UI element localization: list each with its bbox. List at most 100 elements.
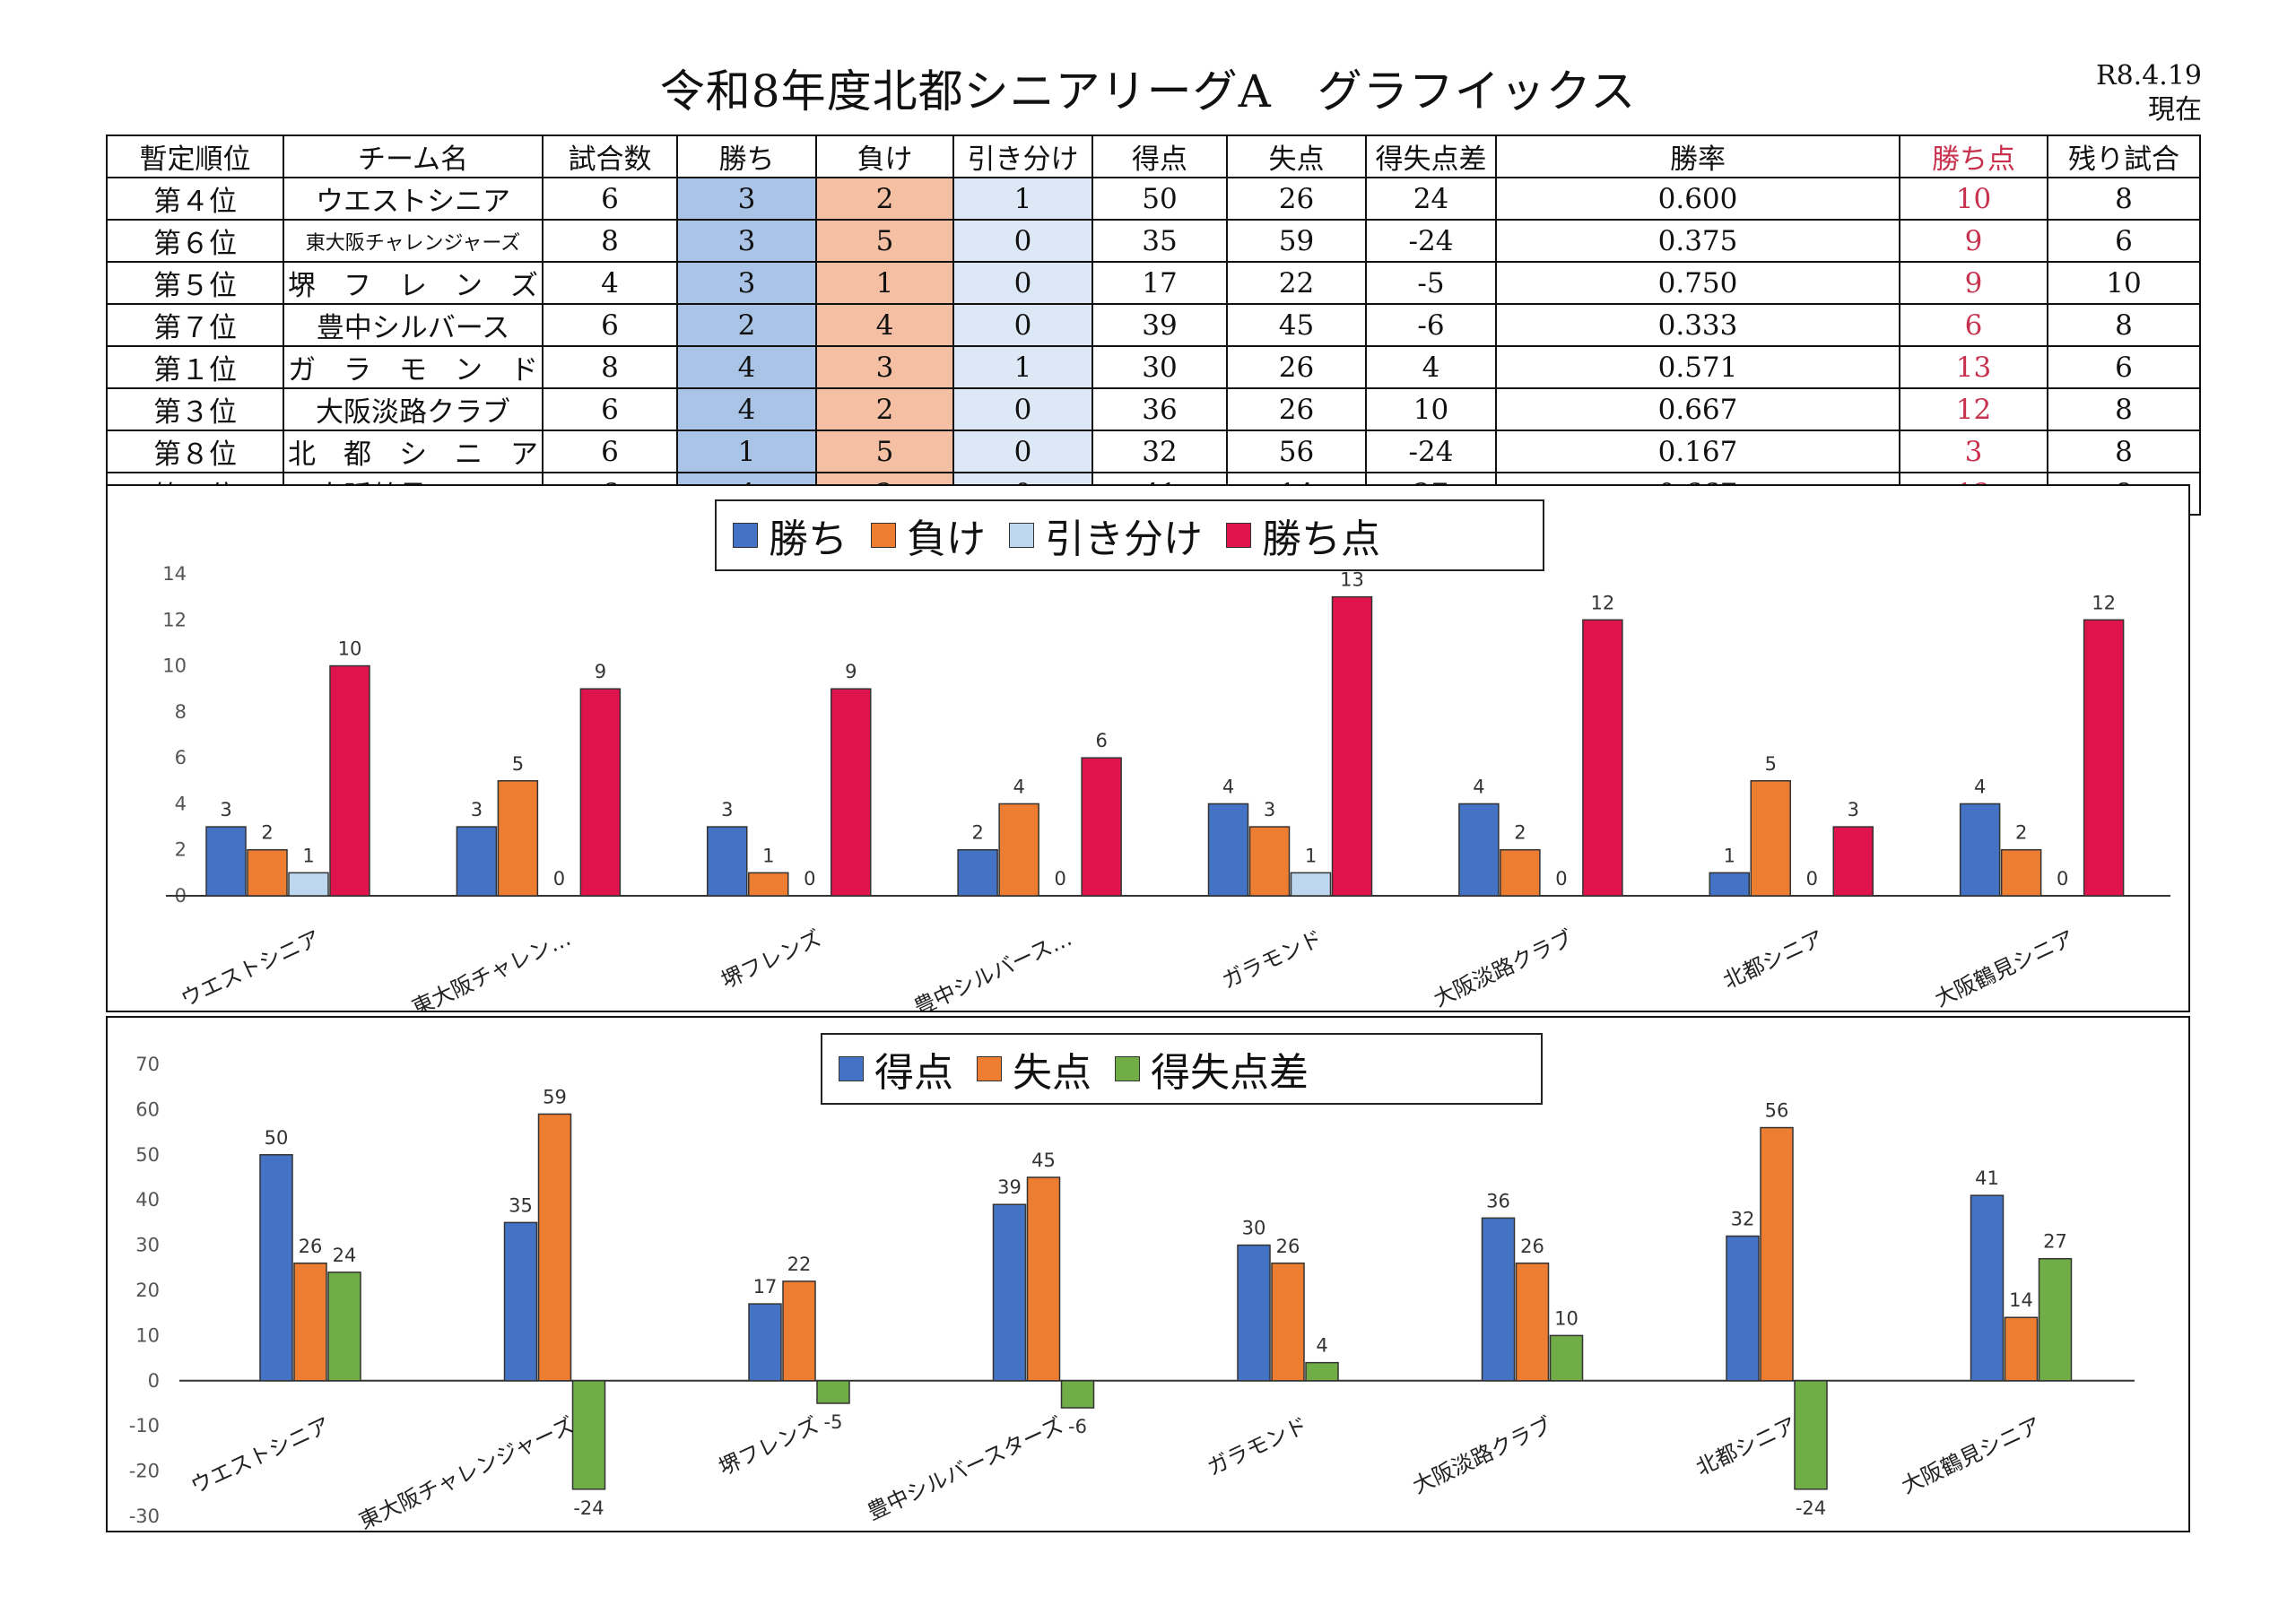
table-cell: 大阪淡路クラブ xyxy=(283,387,544,431)
table-cell: 10 xyxy=(1899,177,2048,221)
table-cell: 4 xyxy=(676,345,817,389)
table-header-row: 暫定順位 チーム名 試合数 勝ち 負け 引き分け 得点 失点 得失点差 勝率 勝… xyxy=(106,135,2201,178)
legend-item: 得点 xyxy=(839,1040,953,1098)
data-label: 59 xyxy=(543,1086,567,1107)
col-header: チーム名 xyxy=(283,135,544,178)
category-label: 大阪鶴見シニア xyxy=(1898,1412,2045,1498)
bar xyxy=(1290,872,1332,897)
bar xyxy=(748,1303,782,1382)
category-label: 北都シニア xyxy=(1692,1412,1801,1480)
category-label: 大阪淡路クラブ xyxy=(1430,925,1577,1011)
bar xyxy=(503,1221,538,1382)
data-label: 4 xyxy=(1222,776,1234,797)
table-cell: 45 xyxy=(1226,303,1367,347)
bar xyxy=(1760,1126,1794,1382)
legend-label: 失点 xyxy=(1013,1050,1091,1096)
y-tick-label: 2 xyxy=(175,839,187,861)
table-cell: 50 xyxy=(1091,177,1228,221)
bar xyxy=(1458,803,1500,897)
data-label: 2 xyxy=(1514,822,1526,844)
table-row: 第３位 大阪淡路クラブ 6 4 2 0 36 26 10 0.667 12 8 xyxy=(106,387,2201,431)
bar xyxy=(782,1280,816,1382)
table-cell: ウエストシニア xyxy=(283,177,544,221)
category-label: 堺フレンズ xyxy=(715,1412,822,1480)
category-label: 北都シニア xyxy=(1719,925,1828,994)
table-cell: 1 xyxy=(815,261,954,305)
data-label: -24 xyxy=(573,1497,604,1519)
data-label: 0 xyxy=(2057,868,2068,890)
table-cell: 0 xyxy=(952,430,1093,473)
table-cell: 9 xyxy=(1899,261,2048,305)
table-cell: 6 xyxy=(2047,219,2201,263)
legend-label: 負け xyxy=(907,516,986,562)
data-label: 10 xyxy=(1554,1307,1578,1329)
table-cell: 2 xyxy=(676,303,817,347)
data-label: 12 xyxy=(2092,592,2116,613)
table-cell: 1 xyxy=(676,430,817,473)
table-cell: 0.667 xyxy=(1495,387,1900,431)
bar xyxy=(1832,826,1874,897)
y-tick-label: 4 xyxy=(175,793,187,814)
y-tick-label: 20 xyxy=(135,1280,160,1301)
bar xyxy=(1248,826,1291,897)
data-label: 26 xyxy=(1520,1236,1544,1257)
data-label: 3 xyxy=(1264,799,1275,820)
y-tick-label: 0 xyxy=(148,1370,160,1392)
category-label: ウエストシニア xyxy=(187,1412,334,1498)
table-row: 第８位北 都 シ ニ ア 6 1 5 0 32 56 -24 0.167 3 8 xyxy=(106,430,2201,473)
col-header: 試合数 xyxy=(542,135,678,178)
legend-item: 得失点差 xyxy=(1115,1040,1309,1098)
col-header: 勝ち点 xyxy=(1899,135,2048,178)
table-cell: 第８位 xyxy=(106,430,284,473)
table-cell: 17 xyxy=(1091,261,1228,305)
chart-wins-losses-legend: 勝ち 負け 引き分け 勝ち点 xyxy=(715,499,1544,571)
chart-wins-losses-svg: 0246810121432110ウエストシニア3509東大阪チャレン…3109堺… xyxy=(162,563,2170,1020)
bar xyxy=(1549,1334,1584,1382)
legend-item: 勝ち xyxy=(733,507,848,564)
bar xyxy=(1481,1217,1516,1382)
table-cell: 1 xyxy=(952,345,1093,389)
table-row: 第６位 東大阪チャレンジャーズ 8 3 5 0 35 59 -24 0.375 9 6 xyxy=(106,219,2201,263)
data-label: 17 xyxy=(753,1276,778,1298)
category-label: 大阪淡路クラブ xyxy=(1409,1412,1556,1498)
chart-runs-legend: 得点 失点 得失点差 xyxy=(821,1033,1543,1105)
table-cell: -24 xyxy=(1365,219,1497,263)
table-cell: 第３位 xyxy=(106,387,284,431)
legend-label: 得失点差 xyxy=(1151,1050,1309,1096)
table-cell: 10 xyxy=(2047,261,2201,305)
table-cell: 8 xyxy=(2047,430,2201,473)
data-label: 0 xyxy=(1555,868,1567,890)
table-cell: 8 xyxy=(542,219,678,263)
bar xyxy=(571,1380,606,1490)
col-header: 勝ち xyxy=(676,135,817,178)
table-cell: 3 xyxy=(815,345,954,389)
table-cell: 3 xyxy=(676,261,817,305)
chart-runs-svg: -30 -20 -10 0 10 20 30 40 50 60 70 50 26 24 ウエストシニア 35 5… xyxy=(129,1054,2135,1534)
y-tick-label: 6 xyxy=(175,747,187,768)
bar xyxy=(1515,1263,1550,1382)
table-cell: 5 xyxy=(815,219,954,263)
table-cell: 8 xyxy=(542,345,678,389)
data-label: 0 xyxy=(553,868,565,890)
table-cell: 4 xyxy=(676,387,817,431)
data-label: 5 xyxy=(1765,753,1777,775)
col-header: 負け xyxy=(815,135,954,178)
bar xyxy=(293,1263,327,1382)
bar xyxy=(1305,1361,1339,1382)
date-value: R8.4.19 xyxy=(2095,60,2202,91)
category-label: 堺フレンズ xyxy=(718,925,825,994)
bar xyxy=(1331,595,1373,897)
bar xyxy=(329,664,370,897)
bar xyxy=(1237,1244,1271,1382)
category-label: 大阪鶴見シニア xyxy=(1931,925,2078,1011)
table-cell: 豊中シルバース xyxy=(283,303,544,347)
data-label: 9 xyxy=(595,661,606,682)
bar xyxy=(748,872,789,897)
data-label: 14 xyxy=(2009,1289,2033,1311)
data-label: 30 xyxy=(1242,1218,1266,1239)
table-cell: 35 xyxy=(1091,219,1228,263)
standings-table: 暫定順位 チーム名 試合数 勝ち 負け 引き分け 得点 失点 得失点差 勝率 勝… xyxy=(106,135,2201,516)
data-label: 24 xyxy=(333,1245,357,1266)
data-label: 26 xyxy=(299,1236,323,1257)
legend-label: 勝ち点 xyxy=(1262,516,1380,562)
